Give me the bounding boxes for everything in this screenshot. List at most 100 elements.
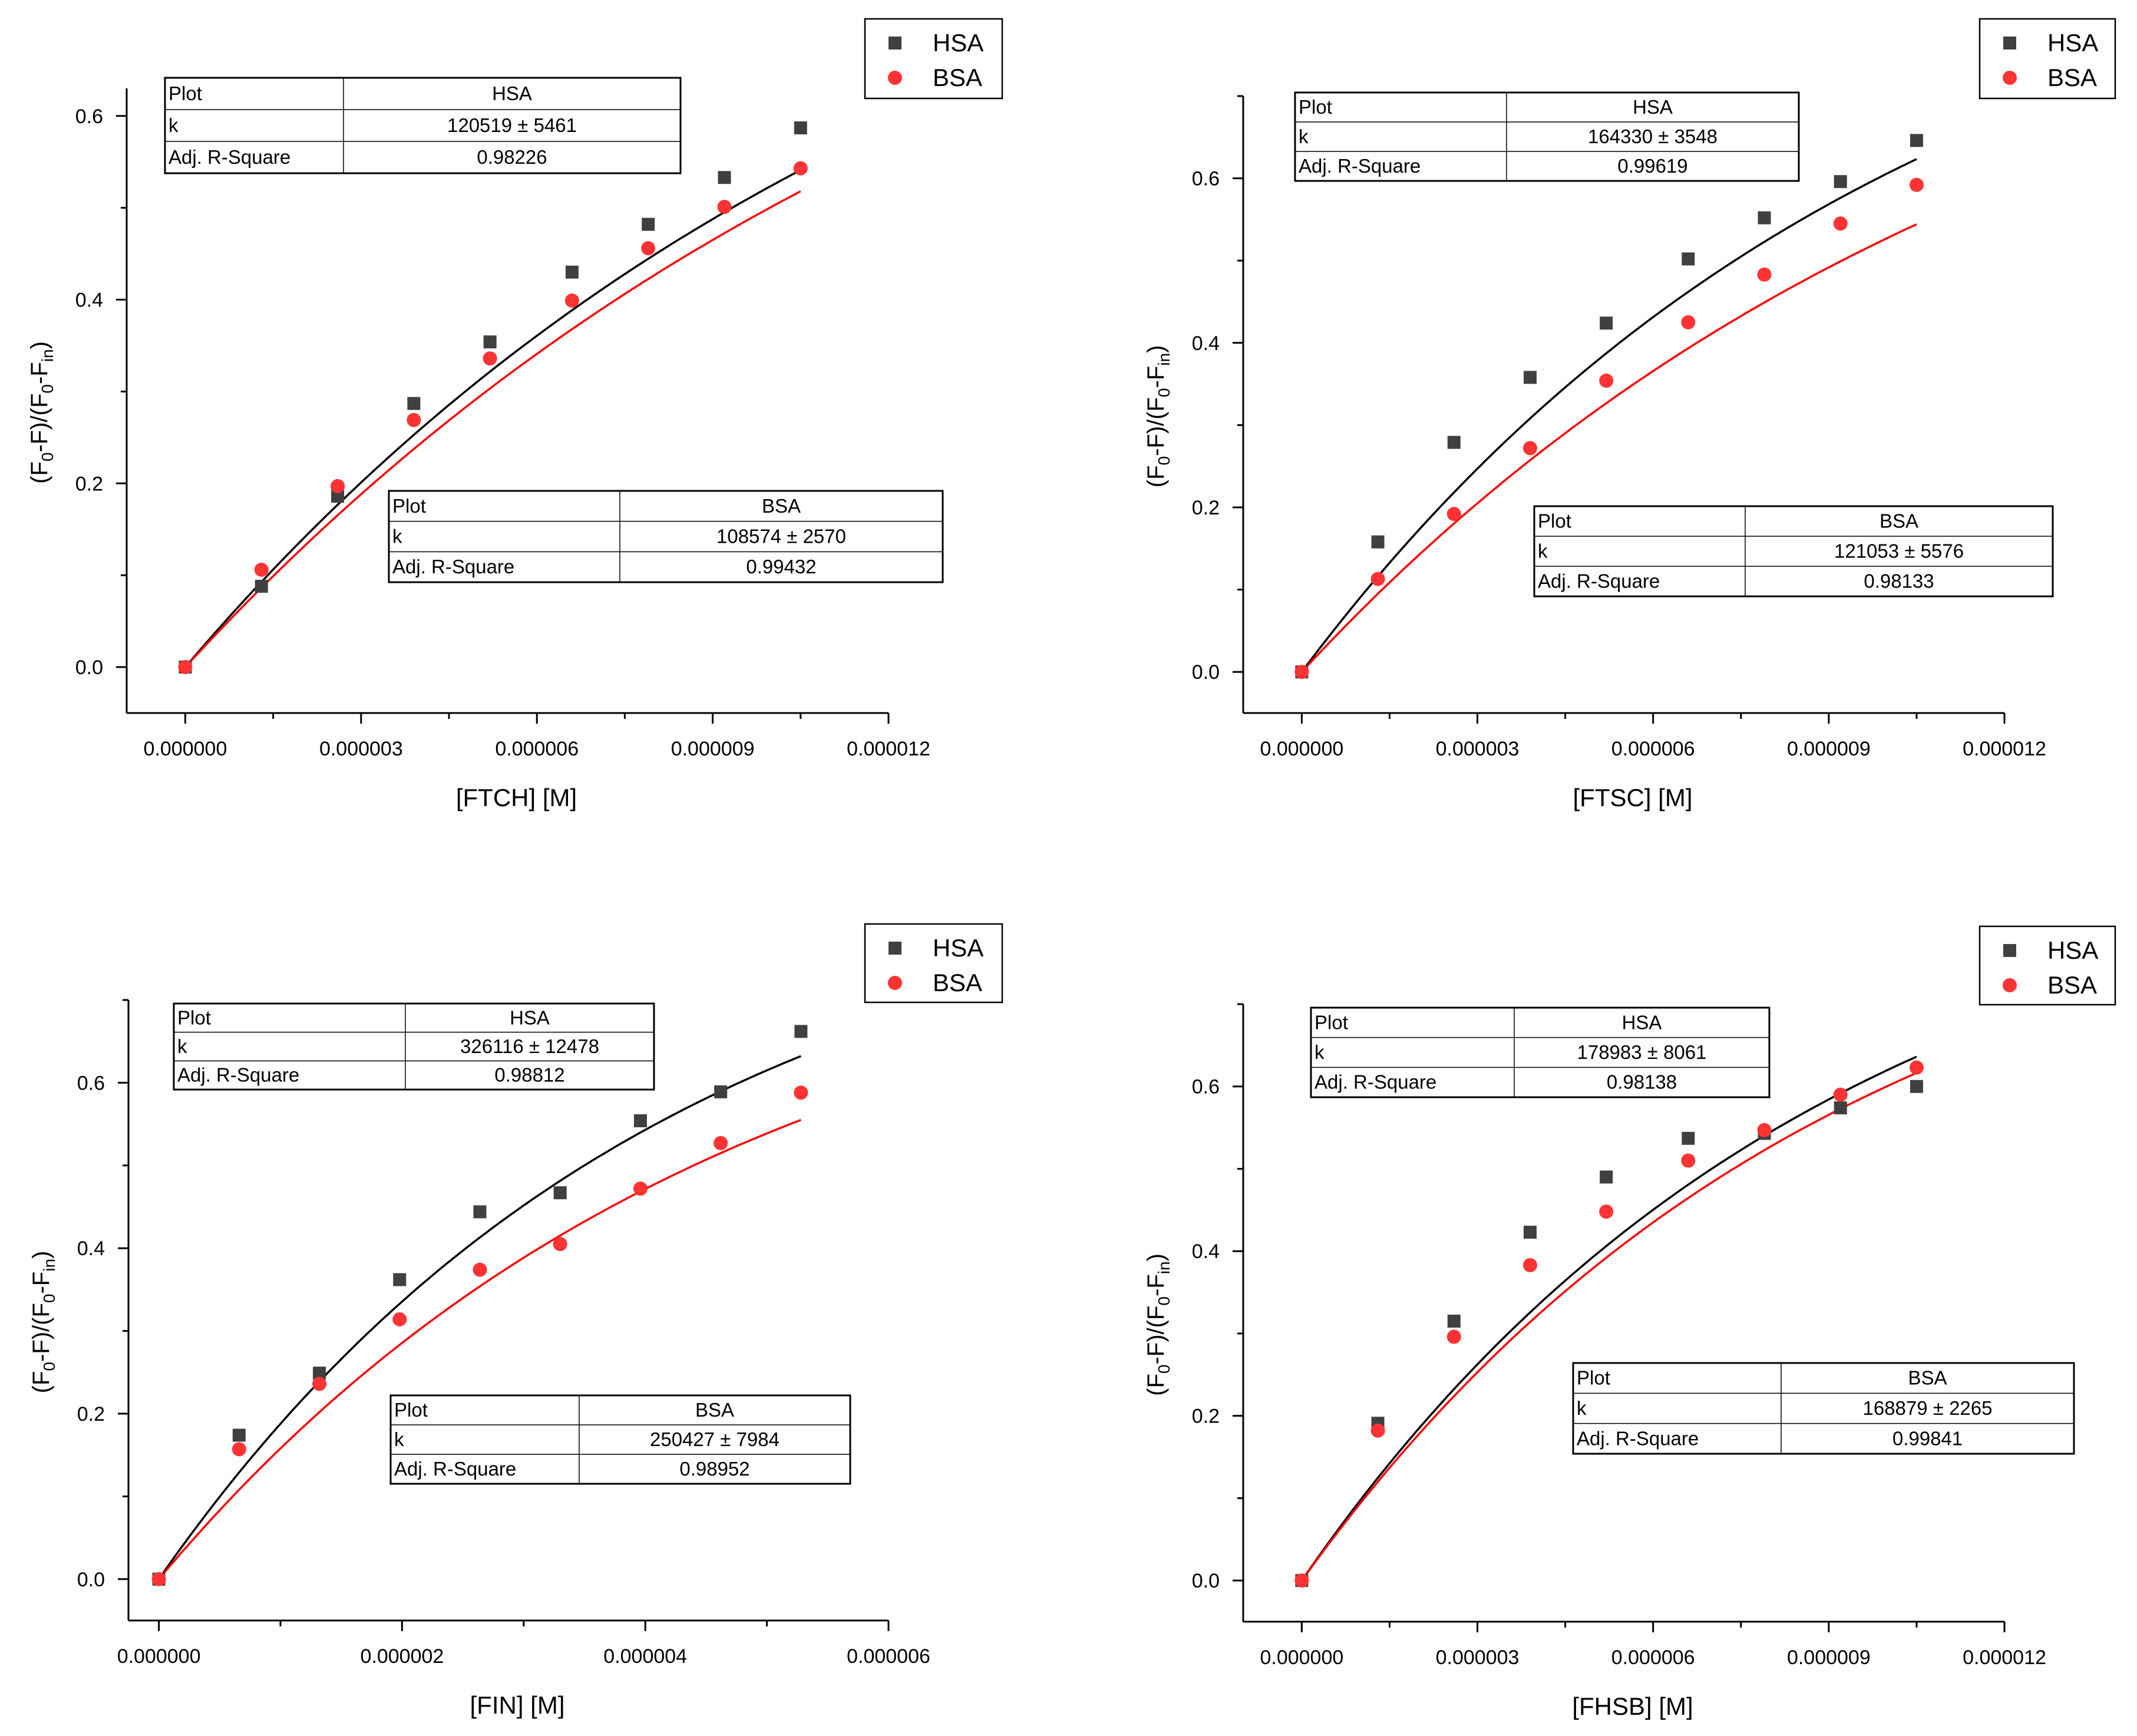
point-hsa [232, 1428, 246, 1442]
chart-panel-1: 0.000000 0.000003 0.000006 0.000009 0.000012… [27, 18, 1003, 811]
point-hsa [1910, 134, 1923, 147]
legend-marker-hsa [2003, 944, 2016, 957]
legend: HSA BSA [1979, 18, 2116, 100]
table-cell-value: 0.99619 [1617, 155, 1687, 177]
y-tick-label: 0.0 [77, 1569, 105, 1591]
y-axis-title-part: -F [1143, 366, 1169, 388]
legend-box [864, 923, 1003, 1004]
x-axis-title: [FHSB] [M] [1572, 1692, 1693, 1720]
fit-curve-bsa [184, 190, 801, 668]
y-tick-label: 0.0 [75, 656, 103, 679]
point-hsa [794, 121, 807, 135]
legend-label-bsa: BSA [2047, 971, 2097, 999]
point-bsa [392, 1312, 407, 1326]
fit-table-hsa: Plot HSA k 120519 ± 5461 Adj. R-Square 0.9822… [164, 77, 682, 174]
table-cell-value: 0.99432 [746, 556, 816, 577]
table-cell-value: 164330 ± 3548 [1588, 126, 1717, 147]
table-cell-value: 0.98226 [477, 146, 547, 168]
legend-label-bsa: BSA [2047, 64, 2097, 91]
point-bsa [641, 241, 656, 256]
point-bsa [1909, 1060, 1924, 1075]
table-cell-value: 168879 ± 2265 [1863, 1397, 1993, 1419]
point-bsa [312, 1377, 327, 1391]
point-hsa [1600, 316, 1613, 330]
y-axis-title: (F0-F)/(F0-Fin) [1143, 345, 1173, 488]
y-tick-label: 0.4 [77, 1237, 105, 1260]
point-bsa [178, 660, 193, 675]
y-axis-title-part: 0 [1155, 388, 1173, 398]
point-bsa [1522, 1258, 1537, 1272]
fit-curve-hsa [1300, 1055, 1917, 1582]
legend-marker-hsa [889, 942, 901, 955]
legend: HSA BSA [864, 18, 1003, 100]
x-tick-label: 0.000012 [847, 738, 930, 760]
point-hsa [313, 1367, 326, 1380]
legend-label-hsa: HSA [2047, 29, 2098, 57]
y-axis-title-part: in [40, 1259, 58, 1272]
table-cell-value: 0.98138 [1607, 1071, 1677, 1093]
x-tick-label: 0.000000 [1260, 738, 1343, 760]
point-bsa [1599, 374, 1614, 388]
x-tick-label: 0.000009 [1787, 738, 1871, 760]
table-cell-label: k [169, 114, 179, 136]
point-bsa [254, 562, 269, 577]
table-border [1310, 1006, 1771, 1098]
y-axis-title-part: (F [1143, 1374, 1169, 1396]
x-tick-label: 0.000003 [319, 738, 403, 760]
x-tick-label: 0.000006 [847, 1645, 930, 1668]
point-hsa [1758, 211, 1771, 225]
legend-label-hsa: HSA [933, 934, 983, 962]
y-axis-title-part: 0 [1155, 1365, 1173, 1374]
point-bsa [1599, 1204, 1614, 1219]
x-tick-label: 0.000006 [1611, 1646, 1695, 1669]
table-cell-label: Adj. R-Square [169, 146, 290, 168]
x-tick-label: 0.000000 [144, 738, 227, 760]
table-cell-value: 121053 ± 5576 [1834, 540, 1964, 562]
point-bsa [1294, 665, 1309, 679]
table-border [173, 1002, 655, 1091]
point-hsa [393, 1273, 407, 1286]
table-cell-label: k [394, 1428, 404, 1450]
point-bsa [1294, 1573, 1309, 1588]
y-axis-title-part: -F)/(F [1143, 1306, 1169, 1365]
point-bsa [483, 351, 497, 366]
legend-marker-bsa [888, 71, 902, 85]
table-cell-value: 326116 ± 12478 [460, 1035, 599, 1057]
point-bsa [1681, 1153, 1696, 1168]
y-axis-title-part: ) [1143, 345, 1169, 353]
point-bsa [407, 412, 421, 427]
legend-marker-bsa [2003, 71, 2017, 85]
fit-table-hsa: Plot HSA k 326116 ± 12478 Adj. R-Square 0.988… [173, 1002, 655, 1091]
legend: HSA BSA [864, 923, 1003, 1004]
table-cell-label: k [392, 526, 402, 547]
point-hsa [255, 579, 268, 593]
point-bsa [633, 1181, 648, 1196]
legend: HSA BSA [1979, 925, 2116, 1006]
table-cell-value: HSA [1633, 96, 1673, 118]
x-tick-label: 0.000006 [495, 738, 579, 760]
table-cell-value: 0.98133 [1864, 570, 1934, 592]
point-bsa [1757, 1123, 1772, 1137]
point-bsa [1446, 507, 1461, 522]
y-axis-title-part: 0 [40, 1294, 58, 1303]
fit-table-hsa: Plot HSA k 164330 ± 3548 Adj. R-Square 0.9961… [1294, 91, 1800, 182]
point-hsa [1910, 1080, 1923, 1093]
table-cell-value: HSA [492, 82, 532, 104]
y-axis-title-part: -F [28, 1272, 54, 1294]
table-cell-label: Adj. R-Square [1577, 1427, 1699, 1449]
y-axis-title-part: -F)/(F [28, 1303, 54, 1362]
legend-label-bsa: BSA [933, 969, 982, 996]
table-cell-label: Adj. R-Square [177, 1064, 299, 1086]
y-axis-title-part: ) [1143, 1253, 1169, 1261]
point-hsa [1371, 535, 1385, 549]
x-tick-label: 0.000012 [1963, 738, 2046, 760]
x-tick-label: 0.000006 [1611, 738, 1695, 760]
table-cell-label: Plot [394, 1399, 428, 1421]
legend-marker-bsa [2003, 978, 2017, 992]
point-hsa [714, 1085, 728, 1098]
table-border [1294, 91, 1800, 182]
point-hsa [1834, 175, 1847, 189]
table-cell-label: Adj. R-Square [1538, 570, 1660, 592]
table-cell-value: 0.99841 [1892, 1427, 1963, 1449]
point-hsa [718, 171, 731, 184]
